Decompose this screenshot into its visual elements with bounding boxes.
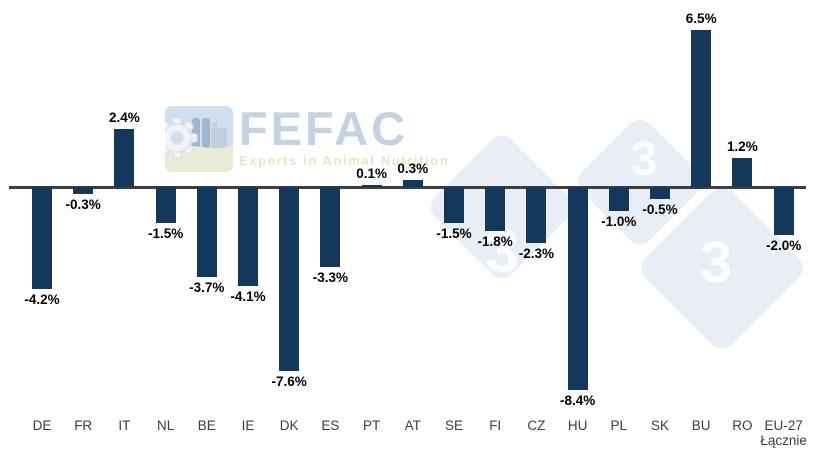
category-label: RO (732, 418, 753, 433)
bar-nl (155, 187, 176, 224)
bar-fr (73, 187, 94, 195)
category-label: EU-27 Łącznie (760, 418, 807, 448)
value-label: -1.5% (436, 226, 472, 242)
value-label: 2.4% (109, 109, 140, 125)
bar-at (402, 179, 423, 187)
category-label: HU (567, 418, 588, 433)
bar-ie (238, 187, 258, 287)
fefac-logo-text: FEFAC Experts in Animal Nutrition (239, 102, 450, 168)
watermark-digit-3: 3 (630, 133, 658, 186)
category-label: IT (118, 418, 131, 433)
fefac-logo-icon (165, 106, 233, 172)
bar-fi (485, 187, 506, 231)
bar-es (320, 187, 341, 267)
category-label: IE (241, 418, 255, 433)
value-label: -4.1% (230, 289, 266, 305)
bar-se (444, 187, 464, 224)
bar-pt (361, 184, 382, 187)
category-label: CZ (527, 418, 546, 433)
value-label: 0.1% (356, 165, 387, 181)
category-label: BE (197, 418, 216, 433)
value-label: -8.4% (559, 393, 596, 409)
fefac-logo-tagline: Experts in Animal Nutrition (239, 153, 450, 168)
category-label: PL (610, 418, 628, 433)
category-label: NL (156, 418, 175, 433)
category-label: DK (279, 418, 299, 433)
zero-axis-line (9, 186, 806, 189)
ground (165, 146, 233, 172)
category-label: BU (691, 418, 711, 433)
value-label: -2.0% (765, 238, 802, 254)
bar-hu (567, 187, 588, 391)
bar-ro (732, 157, 753, 187)
value-label: 0.3% (397, 160, 429, 176)
value-label: -2.3% (518, 245, 555, 261)
category-label: ES (321, 418, 340, 433)
bar-sk (650, 187, 670, 200)
watermark-digit-3: 3 (484, 217, 520, 286)
value-label: -7.6% (271, 373, 307, 389)
fefac-logo: FEFAC Experts in Animal Nutrition (165, 102, 450, 172)
watermark-digit-3: 3 (699, 230, 733, 295)
category-label: DE (32, 418, 52, 433)
category-label: SE (444, 418, 464, 433)
value-label: -3.3% (312, 269, 349, 285)
category-label: AT (404, 418, 421, 433)
gear-icon (165, 117, 198, 159)
bar-cz (526, 187, 547, 243)
category-label: FI (489, 418, 502, 433)
value-label: -1.5% (147, 226, 184, 242)
value-label: -3.7% (189, 279, 225, 295)
category-label: FR (74, 418, 93, 433)
value-label: 6.5% (685, 10, 717, 26)
bar-pl (608, 187, 629, 212)
bar-it (114, 128, 135, 187)
bar-bu (691, 29, 712, 187)
bar-eu-27 (773, 187, 794, 236)
bar-be (196, 187, 217, 277)
value-label: -1.0% (601, 214, 637, 230)
value-label: -4.2% (24, 291, 60, 307)
category-label: PT (362, 418, 381, 433)
value-label: 1.2% (727, 138, 758, 154)
value-label: -1.8% (477, 233, 513, 249)
category-label: SK (650, 418, 670, 433)
bar-dk (279, 187, 300, 371)
value-label: -0.5% (642, 202, 678, 218)
fefac-logo-wordmark: FEFAC (239, 102, 409, 155)
bar-de (32, 187, 52, 289)
value-label: -0.3% (65, 197, 101, 213)
